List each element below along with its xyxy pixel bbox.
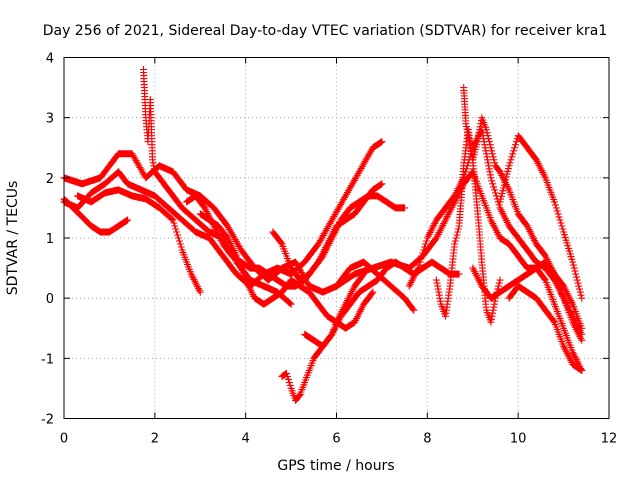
y-tick-label: 3 xyxy=(46,112,54,127)
data-points-track-q xyxy=(505,282,586,374)
data-series-track-a xyxy=(60,138,386,290)
data-points-track-g xyxy=(196,210,377,332)
tick-layer xyxy=(63,57,610,419)
data-series-track-p xyxy=(496,132,586,302)
chart-title: Day 256 of 2021, Sidereal Day-to-day VTE… xyxy=(43,23,608,39)
data-points-track-e xyxy=(140,66,295,308)
data-series-track-g xyxy=(196,210,377,332)
data-series-track-h xyxy=(269,180,386,284)
data-points-track-o xyxy=(469,264,586,374)
x-tick-label: 10 xyxy=(510,432,527,447)
data-series-track-d xyxy=(74,186,204,296)
y-tick-label: 4 xyxy=(46,52,54,67)
data-points-track-p xyxy=(496,132,586,302)
x-tick-label: 8 xyxy=(423,432,431,447)
data-series-track-q xyxy=(505,282,586,374)
y-axis-label: SDTVAR / TECUs xyxy=(5,181,21,296)
y-tick-label: 2 xyxy=(46,172,54,187)
data-series-track-e xyxy=(140,66,295,308)
y-tick-labels: -2 -1 0 1 2 3 4 xyxy=(41,52,54,428)
y-tick-label: 1 xyxy=(46,232,54,247)
y-tick-label: 0 xyxy=(46,292,54,307)
x-tick-label: 12 xyxy=(601,432,618,447)
data-points-track-d xyxy=(74,186,204,296)
y-tick-label: -2 xyxy=(41,413,54,428)
x-axis-label: GPS time / hours xyxy=(277,458,394,474)
data-series-track-o xyxy=(469,264,586,374)
x-tick-label: 2 xyxy=(151,432,159,447)
x-tick-label: 0 xyxy=(60,432,68,447)
data-points-track-a xyxy=(60,138,386,290)
data-layer xyxy=(60,66,586,404)
x-tick-label: 6 xyxy=(332,432,340,447)
data-points-track-h xyxy=(269,180,386,284)
x-tick-label: 4 xyxy=(242,432,250,447)
y-tick-label: -1 xyxy=(41,352,54,367)
x-tick-labels: 0 2 4 6 8 10 12 xyxy=(60,432,617,447)
